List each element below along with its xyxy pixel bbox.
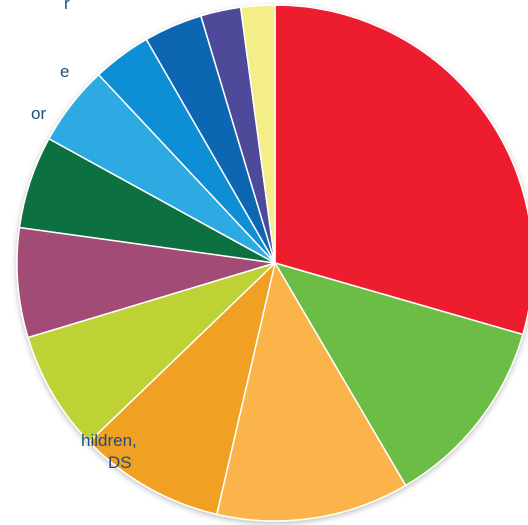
label-fragment: DS	[108, 453, 132, 472]
pie-slice-3	[216, 262, 407, 522]
pie-slice-2	[274, 262, 524, 487]
pie-slice-4	[88, 262, 276, 516]
label-fragment: r	[64, 0, 70, 13]
label-fragment: or	[31, 104, 47, 123]
pie-slice-6	[16, 226, 276, 339]
pie-slice-5	[27, 262, 276, 443]
label-fragment: e	[60, 62, 70, 81]
pie-slices	[16, 4, 528, 522]
pie-slice-12	[239, 4, 276, 264]
pie-slice-1	[274, 4, 528, 336]
label-fragment: hildren,	[81, 431, 137, 450]
